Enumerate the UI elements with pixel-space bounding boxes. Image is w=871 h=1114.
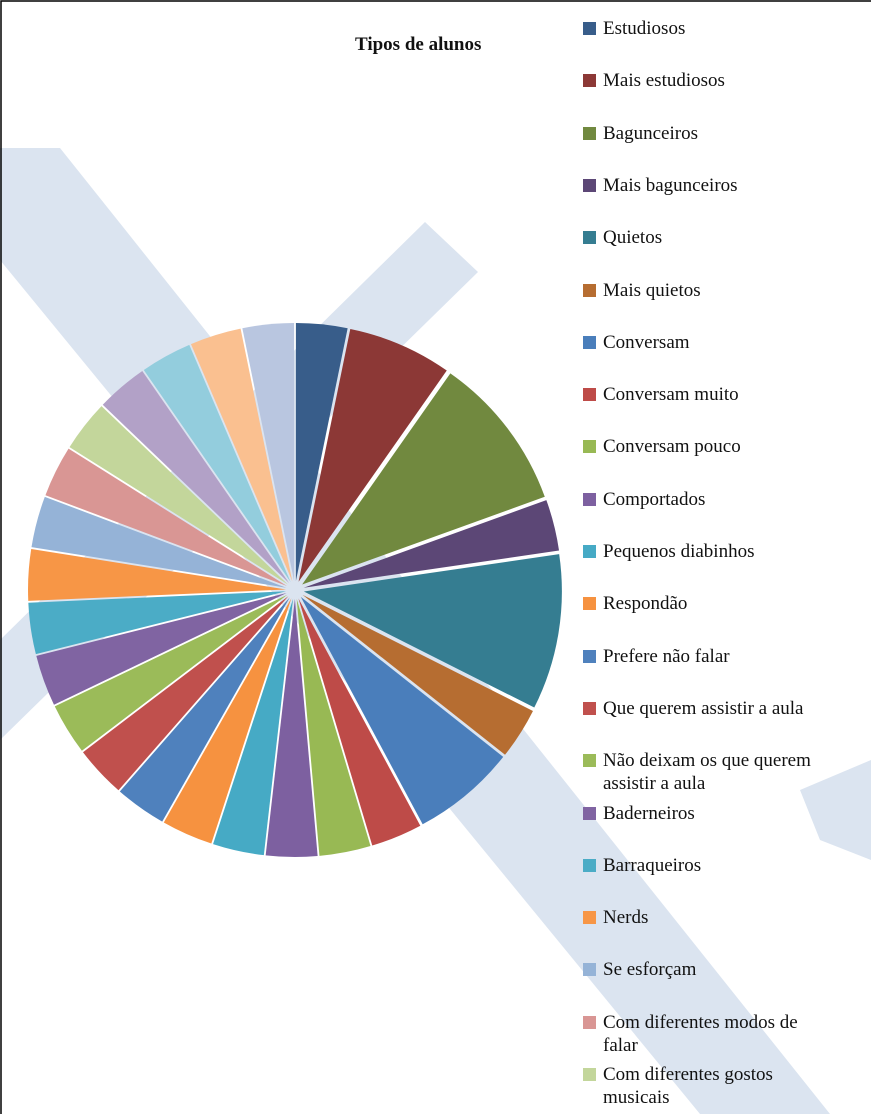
pie-slice [303,554,562,708]
legend-swatch [583,911,596,925]
pie-slice [102,371,290,584]
legend-label: Mais estudiosos [603,70,725,92]
legend-label: Não deixam os que querem assistir a aula [603,750,811,795]
pie-slice [82,596,289,791]
legend-label: Conversam muito [603,384,739,406]
legend-swatch [583,858,596,872]
pie-slice [302,373,545,585]
pie-slice [31,496,287,588]
legend-swatch [583,545,596,558]
pie-slice [119,597,290,822]
legend-swatch [583,388,596,402]
legend-label: Bagunceiros [603,122,698,144]
legend-swatch [583,178,596,192]
legend-label: Nerds [603,907,649,929]
legend-label: Conversam [603,331,690,353]
pie-slice [28,591,287,655]
pie-slice [36,593,287,705]
pie-slice [300,596,504,825]
legend-label: Estudiosos [603,18,686,39]
pie-slice [298,328,447,582]
legend-swatch [583,701,596,715]
legend-swatch [583,754,596,768]
legend-swatch [583,74,596,88]
pie-slice [190,328,293,582]
legend-label: Com diferentes gostos musicais [603,1064,773,1108]
legend-label: Baderneiros [603,802,695,824]
legend-swatch [583,231,596,245]
pie-slice [54,594,288,751]
pie-slice [298,598,421,846]
legend-swatch [583,492,596,506]
legend-swatch [583,806,596,820]
legend-label: Barraqueiros [603,854,702,876]
pie-slice [45,448,287,587]
legend-label: Comportados [603,488,706,510]
legend-swatch [583,126,596,140]
legend-swatch [583,649,596,663]
legend-swatch [583,597,596,611]
pie-slice [303,500,560,588]
legend-label: Prefere não falar [603,645,730,667]
legend-label: Quietos [603,227,663,249]
legend-swatch [583,440,596,454]
legend-swatch [583,283,596,297]
pie-slice [213,598,294,856]
pie-slice [163,598,292,844]
legend-label: Mais bagunceiros [603,174,738,196]
pie-slice [302,594,533,755]
legend-label: Conversam pouco [603,436,741,458]
pie-slice [295,323,348,582]
legend-swatch [583,1068,596,1081]
legend-swatch [583,22,596,35]
pie-slice [69,406,288,585]
legend-label: Respondão [603,593,688,615]
legend-label: Com diferentes modos de falar [603,1011,798,1056]
legend-swatch [583,335,596,349]
legend-swatch [583,1015,596,1029]
legend-swatch [583,963,596,977]
legend-label: Se esforçam [603,959,697,981]
pie-slice [242,323,295,582]
pie-slice [143,344,291,583]
pie-slice [28,548,287,601]
chart-title: Tipos de alunos [355,34,482,55]
pie-slice [296,598,371,856]
legend-label: Pequenos diabinhos [603,541,755,562]
legend-label: Mais quietos [603,279,701,301]
pie-slice [265,598,318,857]
legend-label: Que querem assistir a aula [603,697,804,719]
